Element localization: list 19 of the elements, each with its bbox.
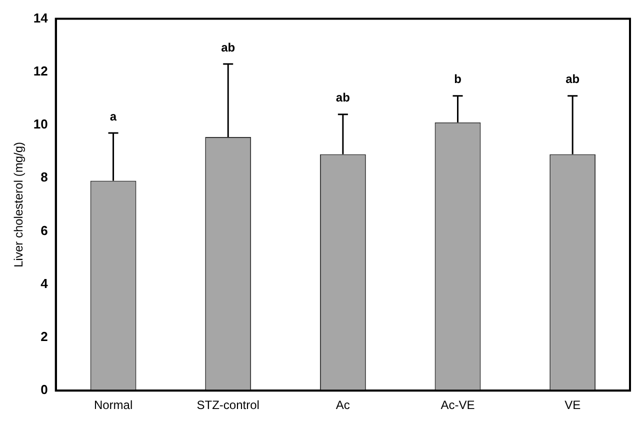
y-tick-label: 8 [40,170,48,185]
y-tick-label: 14 [33,10,49,26]
y-tick-label: 10 [33,116,48,132]
annotation: b [454,72,462,86]
annotation: ab [221,40,236,54]
x-tick-label: Normal [94,398,133,412]
annotation: ab [566,72,580,86]
y-tick-label: 0 [40,382,48,398]
annotation: a [110,109,117,124]
x-tick-label: VE [564,398,581,412]
y-tick-label: 2 [40,329,48,344]
x-tick-label: Ac [336,398,350,412]
y-tick-label: 6 [40,222,48,238]
y-axis-title: Liver cholesterol (mg/g) [12,142,26,268]
y-tick-label: 4 [40,276,49,291]
x-tick-label: STZ-control [196,398,260,412]
x-tick-label: Ac-VE [440,398,475,412]
y-tick-label: 12 [33,63,48,78]
annotation: ab [336,90,350,105]
